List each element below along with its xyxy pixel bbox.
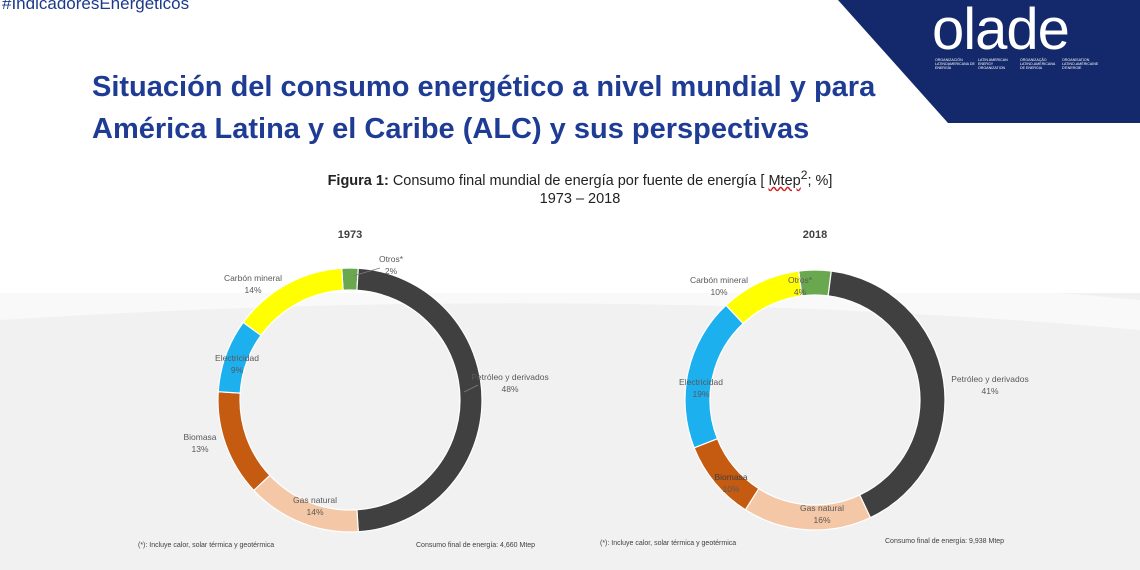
title-line-2: América Latina y el Caribe (ALC) y sus p… (92, 113, 810, 145)
figure-unit: Mtep (768, 172, 801, 189)
label-biomasa-2018: Biomasa (714, 472, 747, 482)
slice-petroleo-2018 (827, 270, 946, 519)
logo-subtext-es: ORGANIZACIÓN LATINOAMERICANA DE ENERGÍA (935, 58, 975, 71)
label-electricidad-1973: Electricidad (215, 353, 259, 363)
figure-caption: Figura 1: Consumo final mundial de energ… (250, 166, 910, 208)
value-biomasa-1973: 13% (191, 444, 208, 454)
logo-banner (838, 0, 1140, 123)
value-carbon-2018: 10% (710, 287, 727, 297)
chart-title-2018: 2018 (803, 229, 827, 241)
figure-label: Figura 1: (327, 172, 389, 189)
label-petroleo-2018: Petróleo y derivados (951, 374, 1029, 384)
slice-otros-1973 (341, 267, 359, 291)
total-consumption-2018: Consumo final de energía: 9,938 Mtep (885, 538, 1004, 545)
label-otros-1973: Otros* (379, 254, 404, 264)
slice-biomasa-1973 (217, 391, 271, 492)
slice-carbon-1973 (242, 267, 344, 337)
footnote-2018: (*): Incluye calor, solar térmica y geot… (600, 540, 736, 547)
slice-carbon-2018 (725, 270, 803, 325)
logo-subtext-pt: ORGANIZAÇÃO LATINO-AMERICANA DE ENERGIA (1020, 58, 1056, 71)
logo-subtext-fr: ORGANISATION LATINO-AMÉRICAINE D'ENERGIE (1062, 58, 1099, 71)
label-biomasa-1973: Biomasa (183, 432, 216, 442)
logo-subtext-en: LATIN AMERICAN ENERGY ORGANIZATION (978, 58, 1008, 71)
value-electricidad-1973: 9% (231, 365, 244, 375)
title-line-1: Situación del consumo energético a nivel… (92, 71, 876, 103)
slice-petroleo-1973 (356, 267, 483, 533)
label-gas-natural-1973: Gas natural (293, 495, 337, 505)
page-title: Situación del consumo energético a nivel… (92, 66, 912, 150)
label-gas-natural-2018: Gas natural (800, 503, 844, 513)
hashtag-label: #IndicadoresEnergeticos (2, 0, 190, 13)
figure-caption-line-1: Figura 1: Consumo final mundial de energ… (250, 166, 910, 190)
value-electricidad-2018: 19% (692, 389, 709, 399)
label-petroleo-1973: Petróleo y derivados (471, 372, 549, 382)
label-carbon-2018: Carbón mineral (690, 275, 748, 285)
figure-text-after: ; %] (807, 172, 833, 189)
value-gas-natural-2018: 16% (813, 515, 830, 525)
value-otros-1973: 2% (385, 266, 398, 276)
leader-line-petroleo-1973 (463, 384, 479, 393)
chart-title-1973: 1973 (338, 229, 362, 241)
figure-text: Consumo final mundial de energía por fue… (392, 172, 765, 189)
label-otros-2018: Otros* (788, 275, 813, 285)
leader-line-otros-1973 (352, 267, 381, 277)
value-carbon-1973: 14% (244, 285, 261, 295)
total-consumption-1973: Consumo final de energía: 4,660 Mtep (416, 542, 535, 549)
value-otros-2018: 4% (794, 287, 807, 297)
label-carbon-1973: Carbón mineral (224, 273, 282, 283)
olade-logo: olade (932, 0, 1070, 62)
value-biomasa-2018: 10% (722, 484, 739, 494)
label-electricidad-2018: Electricidad (679, 377, 723, 387)
value-petroleo-2018: 41% (981, 386, 998, 396)
figure-superscript: 2 (800, 168, 808, 182)
value-petroleo-1973: 48% (501, 384, 518, 394)
background-band (0, 293, 1140, 570)
value-gas-natural-1973: 14% (306, 507, 323, 517)
footnote-1973: (*): Incluye calor, solar térmica y geot… (138, 542, 274, 549)
figure-years: 1973 – 2018 (539, 190, 621, 207)
